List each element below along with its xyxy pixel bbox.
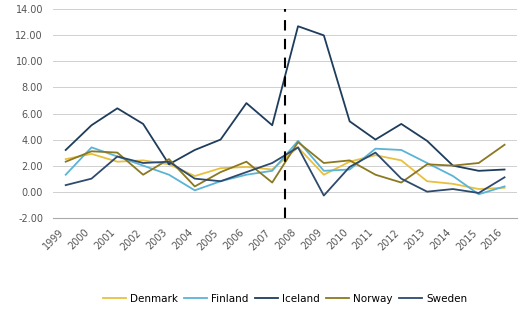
Iceland xyxy=(372,138,379,142)
Denmark xyxy=(166,162,172,166)
Sweden xyxy=(424,190,430,193)
Denmark xyxy=(398,159,404,162)
Denmark xyxy=(450,182,456,186)
Norway xyxy=(450,164,456,167)
Denmark xyxy=(140,159,146,162)
Sweden xyxy=(295,146,301,149)
Line: Iceland: Iceland xyxy=(65,26,505,171)
Denmark xyxy=(320,173,327,177)
Finland xyxy=(372,147,379,151)
Sweden xyxy=(218,179,224,183)
Norway xyxy=(218,170,224,174)
Iceland xyxy=(450,164,456,167)
Denmark xyxy=(502,186,508,190)
Sweden xyxy=(243,170,250,174)
Denmark xyxy=(424,179,430,183)
Sweden xyxy=(192,177,198,180)
Denmark xyxy=(88,152,95,156)
Denmark xyxy=(346,160,353,164)
Iceland xyxy=(398,122,404,126)
Norway xyxy=(166,157,172,161)
Norway xyxy=(243,160,250,164)
Finland xyxy=(502,184,508,188)
Iceland xyxy=(295,24,301,28)
Norway xyxy=(114,151,120,155)
Norway xyxy=(88,149,95,153)
Finland xyxy=(450,174,456,178)
Sweden xyxy=(140,161,146,165)
Iceland xyxy=(166,162,172,166)
Line: Denmark: Denmark xyxy=(65,147,505,189)
Finland xyxy=(269,169,276,173)
Denmark xyxy=(114,160,120,164)
Finland xyxy=(62,173,69,177)
Sweden xyxy=(88,177,95,180)
Sweden xyxy=(476,191,482,195)
Finland xyxy=(140,164,146,167)
Sweden xyxy=(372,151,379,155)
Iceland xyxy=(346,119,353,123)
Iceland xyxy=(192,148,198,152)
Sweden xyxy=(398,177,404,180)
Finland xyxy=(88,146,95,149)
Iceland xyxy=(320,34,327,37)
Denmark xyxy=(295,146,301,149)
Iceland xyxy=(218,138,224,142)
Finland xyxy=(424,161,430,165)
Iceland xyxy=(243,101,250,105)
Norway xyxy=(346,159,353,162)
Line: Norway: Norway xyxy=(65,142,505,186)
Finland xyxy=(346,168,353,171)
Finland xyxy=(320,169,327,173)
Iceland xyxy=(88,123,95,127)
Finland xyxy=(114,155,120,158)
Iceland xyxy=(140,122,146,126)
Denmark xyxy=(62,157,69,161)
Finland xyxy=(398,148,404,152)
Norway xyxy=(398,181,404,184)
Sweden xyxy=(62,183,69,187)
Denmark xyxy=(192,174,198,178)
Norway xyxy=(372,173,379,177)
Finland xyxy=(243,173,250,177)
Norway xyxy=(269,181,276,184)
Norway xyxy=(295,140,301,144)
Finland xyxy=(218,179,224,183)
Sweden xyxy=(320,194,327,197)
Legend: Denmark, Finland, Iceland, Norway, Sweden: Denmark, Finland, Iceland, Norway, Swede… xyxy=(99,290,472,308)
Norway xyxy=(140,173,146,177)
Iceland xyxy=(502,168,508,171)
Finland xyxy=(476,193,482,196)
Sweden xyxy=(450,187,456,191)
Denmark xyxy=(372,153,379,157)
Sweden xyxy=(502,175,508,179)
Sweden xyxy=(166,160,172,164)
Norway xyxy=(424,162,430,166)
Finland xyxy=(166,173,172,177)
Iceland xyxy=(269,123,276,127)
Line: Sweden: Sweden xyxy=(65,147,505,196)
Sweden xyxy=(269,161,276,165)
Line: Finland: Finland xyxy=(65,141,505,194)
Finland xyxy=(192,188,198,192)
Iceland xyxy=(114,106,120,110)
Sweden xyxy=(114,155,120,158)
Denmark xyxy=(243,165,250,169)
Norway xyxy=(502,143,508,146)
Sweden xyxy=(346,165,353,169)
Norway xyxy=(320,161,327,165)
Iceland xyxy=(424,139,430,143)
Norway xyxy=(476,161,482,165)
Norway xyxy=(62,160,69,164)
Iceland xyxy=(62,148,69,152)
Denmark xyxy=(476,187,482,191)
Norway xyxy=(192,184,198,188)
Denmark xyxy=(218,166,224,170)
Finland xyxy=(295,139,301,143)
Denmark xyxy=(269,168,276,171)
Iceland xyxy=(476,169,482,173)
